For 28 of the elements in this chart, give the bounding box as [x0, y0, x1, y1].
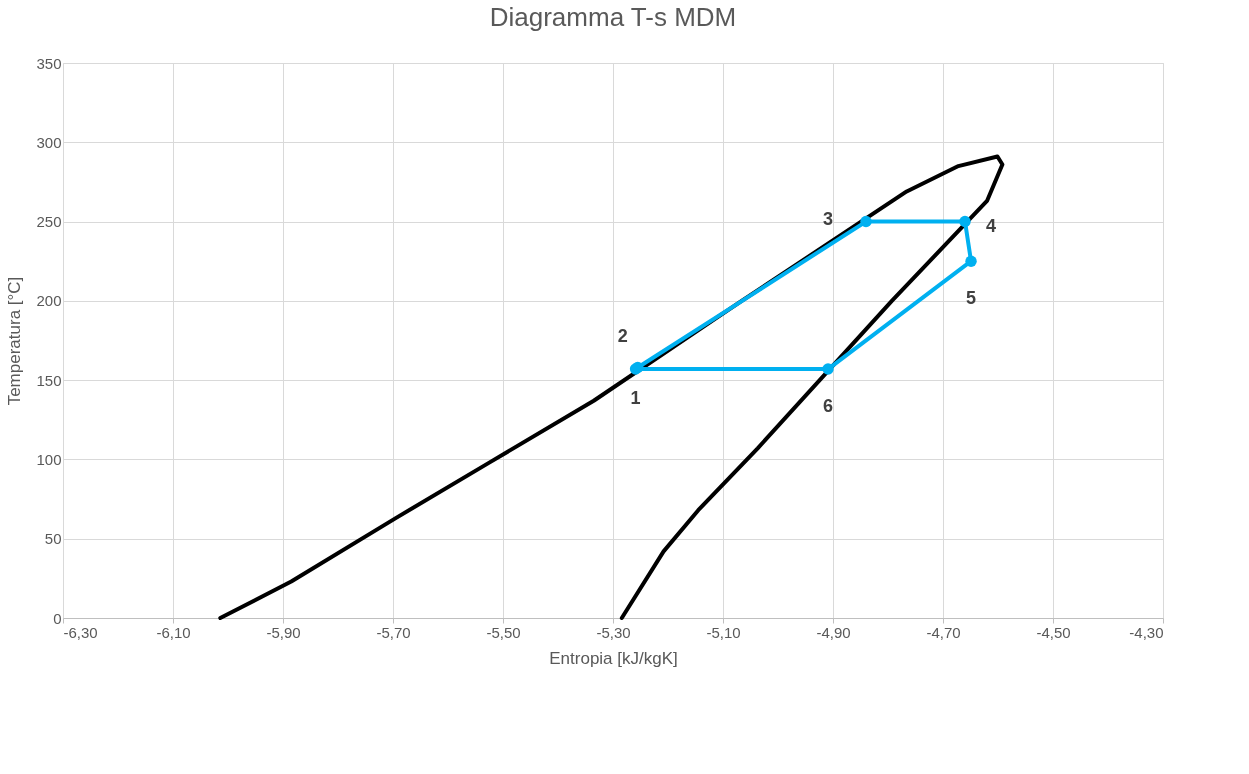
annotation: 1 [630, 388, 641, 409]
y-tick-label: 150 [36, 371, 62, 389]
y-tick-label: 250 [36, 213, 62, 231]
y-tick-label: 50 [44, 530, 62, 548]
x-tick-label: -4,30 [1129, 623, 1164, 641]
x-tick-label: -5,70 [376, 623, 411, 641]
x-tick-label: -4,70 [926, 623, 961, 641]
chart-title: Diagramma T-s MDM [489, 2, 737, 32]
x-tick-label: -5,90 [266, 623, 301, 641]
annotation: 3 [822, 208, 834, 229]
annotation: 4 [985, 215, 997, 236]
annotation: 5 [966, 288, 977, 309]
x-tick-label: -4,90 [816, 623, 851, 641]
y-tick-label: 0 [53, 609, 62, 627]
y-tick-label: 300 [36, 133, 62, 151]
x-tick-label: -6,30 [63, 623, 98, 641]
x-tick-label: -6,10 [156, 623, 191, 641]
x-axis-title: Entropia [kJ/kgK] [549, 648, 678, 668]
x-tick-label: -5,10 [706, 623, 741, 641]
y-axis-title: Temperatura [°C] [5, 276, 25, 406]
x-tick-label: -5,50 [486, 623, 521, 641]
x-tick-label: -4,50 [1036, 623, 1071, 641]
y-tick-label: 100 [36, 450, 62, 468]
annotation: 6 [823, 396, 834, 417]
x-tick-label: -5,30 [596, 623, 631, 641]
y-tick-label: 350 [36, 54, 62, 72]
annotation: 2 [617, 326, 628, 347]
y-tick-label: 200 [36, 292, 62, 310]
